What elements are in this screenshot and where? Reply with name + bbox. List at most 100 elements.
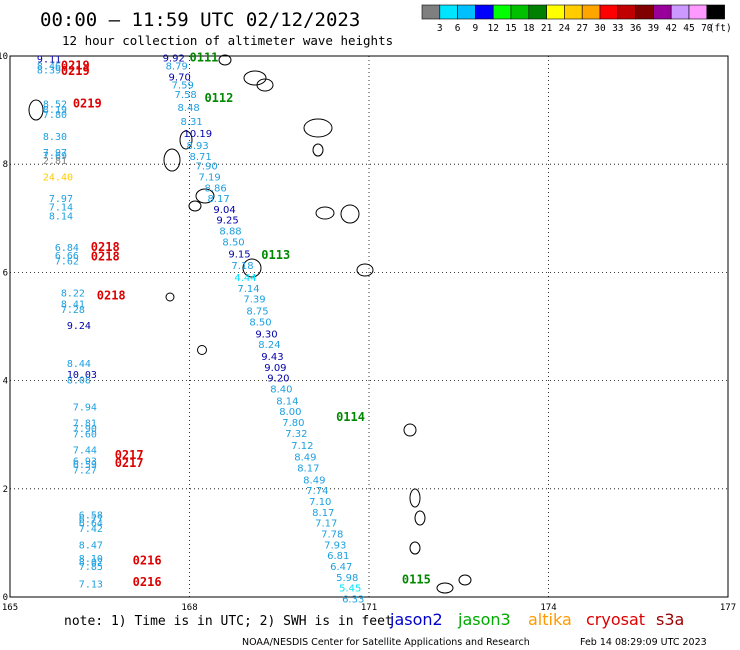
- swh-value-label: 7.13: [79, 579, 103, 590]
- swh-value-label: 7.60: [73, 429, 97, 440]
- footer-timestamp: Feb 14 08:29:09 UTC 2023: [580, 637, 707, 648]
- pass-time-label: 0111: [190, 50, 219, 64]
- swh-value-label: 8.41: [61, 300, 85, 311]
- colorbar-tick-label: 12: [487, 23, 498, 34]
- swh-value-label: 8.17: [297, 463, 319, 474]
- pass-time-label: 0218: [91, 249, 120, 263]
- pass-time-label: 0216: [133, 575, 162, 589]
- swh-value-label: 6.66: [55, 251, 79, 262]
- colorbar-tick-label: 39: [648, 23, 660, 34]
- swh-value-label: 7.12: [291, 441, 313, 452]
- y-tick-label: 6: [3, 268, 8, 278]
- swh-value-label: 7.14: [237, 284, 259, 295]
- swh-value-label: 8.22: [61, 289, 85, 300]
- colorbar-tick-label: 45: [683, 23, 694, 34]
- island-outline: [409, 541, 421, 555]
- swh-value-label: 6.58: [79, 511, 103, 522]
- swh-value-label: 8.31: [181, 117, 203, 128]
- y-tick-label: 10: [0, 52, 8, 62]
- swh-value-label: 4.44: [234, 273, 256, 284]
- swh-value-label: 7.90: [195, 162, 217, 173]
- swh-value-label: 9.25: [216, 216, 238, 227]
- swh-value-label: 7.81: [73, 419, 97, 430]
- island-outline: [243, 70, 267, 86]
- swh-value-label: 7.44: [73, 446, 97, 457]
- swh-value-label: 8.14: [49, 211, 73, 222]
- colorbar-swatch: [617, 4, 636, 20]
- swh-value-label: 7.94: [73, 402, 97, 413]
- swh-value-label: 8.19: [43, 105, 67, 116]
- colorbar-swatch: [670, 4, 690, 20]
- swh-value-label: 9.24: [67, 321, 91, 332]
- swh-value-label: 7.93: [324, 540, 346, 551]
- swh-value-label: 6.59: [73, 460, 97, 471]
- island-outline: [458, 574, 472, 586]
- colorbar-tick-label: 9: [473, 23, 479, 34]
- colorbar-swatch: [492, 4, 512, 20]
- pass-time-label: 0216: [133, 554, 162, 568]
- colorbar-tick-label: 21: [541, 23, 553, 34]
- island-outline: [340, 204, 360, 224]
- pass-time-label: 0219: [61, 64, 90, 78]
- swh-value-label: 9.11: [37, 54, 61, 65]
- swh-value-label: 6.33: [342, 594, 364, 605]
- colorbar-tick-label: 70: [701, 23, 713, 34]
- swh-value-label: 6.77: [79, 514, 103, 525]
- swh-value-label: 7.19: [198, 172, 220, 183]
- colorbar-unit: (ft): [709, 23, 732, 34]
- swh-value-label: 7.58: [175, 90, 197, 101]
- swh-value-label: 8.14: [276, 396, 298, 407]
- swh-value-label: 8.49: [294, 453, 316, 464]
- island-outline: [165, 292, 175, 302]
- colorbar-tick-label: 24: [559, 23, 571, 34]
- colorbar-swatch: [581, 4, 601, 20]
- swh-value-label: 6.64: [79, 519, 103, 530]
- swh-value-label: 8.24: [258, 340, 280, 351]
- swh-value-label: 8.00: [279, 407, 301, 418]
- colorbar-swatch: [421, 4, 441, 20]
- colorbar-swatch: [510, 4, 530, 20]
- swh-value-label: 7.80: [43, 110, 67, 121]
- swh-value-label: 8.71: [190, 152, 212, 163]
- pass-time-label: 0218: [91, 240, 120, 254]
- swh-value-label: 7.10: [309, 497, 331, 508]
- swh-value-label: 7.90: [73, 424, 97, 435]
- colorbar-tick-label: 6: [455, 23, 461, 34]
- swh-value-label: 8.10: [79, 554, 103, 565]
- swh-value-label: 24.40: [43, 172, 73, 183]
- swh-value-label: 8.44: [67, 359, 91, 370]
- colorbar-tick-label: 30: [594, 23, 606, 34]
- colorbar-tick-label: 3: [437, 23, 443, 34]
- x-tick-label: 168: [181, 603, 197, 613]
- island-outline: [315, 206, 335, 220]
- swh-value-label: 9.04: [213, 205, 235, 216]
- swh-value-label: 6.47: [330, 562, 352, 573]
- y-tick-label: 4: [3, 377, 8, 387]
- swh-value-label: 7.28: [61, 305, 85, 316]
- island-outline: [188, 200, 202, 212]
- island-outline: [414, 510, 426, 526]
- colorbar-tick-label: 42: [665, 23, 676, 34]
- swh-value-label: 9.20: [267, 374, 289, 385]
- legend-entry-cryosat: cryosat: [586, 610, 645, 629]
- swh-value-label: 8.52: [43, 99, 67, 110]
- island-outline: [312, 143, 324, 157]
- y-tick-label: 8: [3, 160, 8, 170]
- island-outline: [195, 188, 215, 204]
- swh-value-label: 8.30: [43, 132, 67, 143]
- y-tick-label: 2: [3, 485, 8, 495]
- swh-value-label: 9.09: [264, 363, 286, 374]
- island-outline: [403, 423, 417, 437]
- plot-frame: [9, 55, 729, 598]
- colorbar-tick-label: 15: [505, 23, 516, 34]
- island-outline: [28, 99, 44, 121]
- pass-time-label: 0217: [115, 448, 144, 462]
- swh-value-label: 7.97: [43, 148, 67, 159]
- pass-time-label: 0115: [402, 572, 431, 586]
- colorbar-swatch: [439, 4, 458, 20]
- pass-time-label: 0114: [336, 410, 365, 424]
- swh-value-label: 10.19: [184, 129, 213, 140]
- swh-value-label: 6.81: [327, 551, 349, 562]
- swh-value-label: 7.74: [306, 486, 328, 497]
